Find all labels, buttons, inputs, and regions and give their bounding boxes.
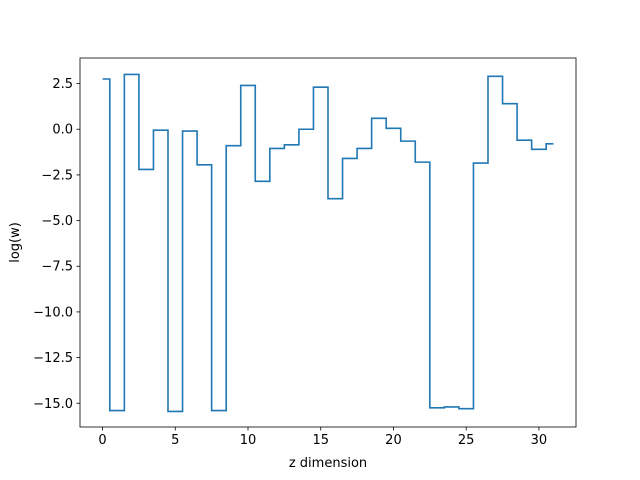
y-tick-label: −10.0 [33, 305, 73, 320]
x-tick-label: 10 [240, 433, 257, 448]
y-tick-label: −7.5 [41, 260, 73, 275]
axes-frame [79, 57, 577, 428]
x-tick-label: 5 [171, 433, 179, 448]
y-tick-label: −12.5 [33, 351, 73, 366]
x-axis-label: z dimension [289, 456, 367, 471]
y-tick-label: −5.0 [41, 214, 73, 229]
x-tick-label: 0 [98, 433, 106, 448]
x-tick-label: 25 [458, 433, 475, 448]
x-tick-label: 15 [312, 433, 329, 448]
x-tick-label: 30 [531, 433, 548, 448]
y-tick-label: 0.0 [52, 123, 73, 138]
x-axis: 0 5 10 15 20 25 30 [98, 427, 547, 448]
y-axis: 2.5 0.0 −2.5 −5.0 −7.5 −10.0 −12.5 −15.0 [33, 77, 80, 412]
x-tick-label: 20 [385, 433, 402, 448]
y-tick-label: −15.0 [33, 397, 73, 412]
y-tick-label: 2.5 [52, 77, 73, 92]
plot-area [102, 73, 554, 413]
series-line [102, 73, 554, 413]
y-axis-label: log(w) [8, 222, 23, 263]
y-tick-label: −2.5 [41, 168, 73, 183]
